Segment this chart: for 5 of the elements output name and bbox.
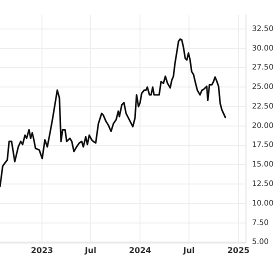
x-tick-label: 2024 [128,246,152,255]
x-tick-label: Jul [84,246,97,255]
x-tick-label: 2023 [30,246,54,255]
x-tick-label: Jul [182,246,195,255]
x-tick-label: 2025 [227,246,250,255]
